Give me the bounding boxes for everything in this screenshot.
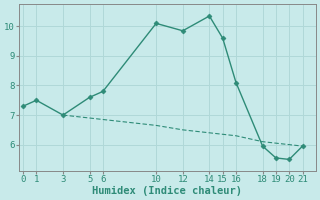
X-axis label: Humidex (Indice chaleur): Humidex (Indice chaleur) xyxy=(92,186,243,196)
